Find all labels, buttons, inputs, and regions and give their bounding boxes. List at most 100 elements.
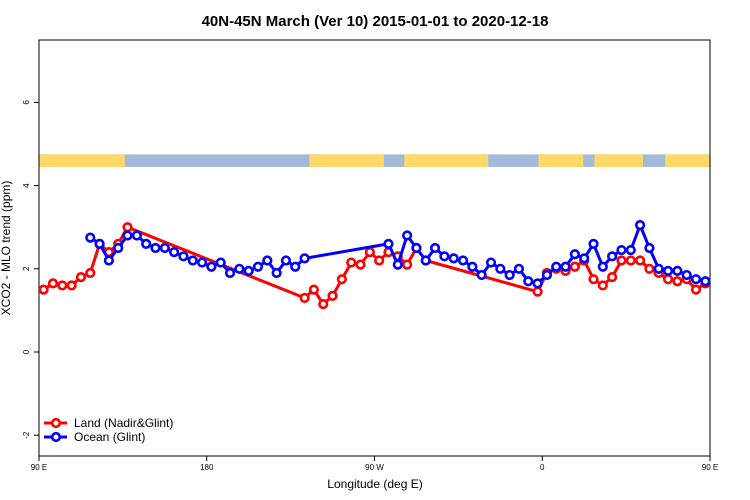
plot-frame [38,39,711,457]
ocean-point [420,255,431,266]
ocean-point [579,253,590,264]
x-axis-label: Longitude (deg E) [327,477,422,491]
land-point [690,284,702,295]
ocean-point [653,263,664,274]
ocean-point [644,242,655,254]
ocean-point [457,255,469,266]
ocean-point [532,278,543,289]
ocean-point [739,234,747,242]
ocean-point [560,261,571,272]
land-band [309,154,384,167]
land-point [122,222,133,233]
x-tick-label: 0 [540,463,545,472]
land-point [672,276,683,287]
ocean-point [103,255,114,266]
ocean-point [224,267,236,279]
land-point [39,284,49,295]
land-point [85,267,96,279]
ocean-point [159,242,170,254]
ocean-point [662,265,674,276]
ocean-point [299,253,310,264]
ocean-point [635,220,646,231]
ocean-point [588,238,599,249]
y-axis: -2 0 2 4 6 [22,100,39,439]
land-point [662,274,674,285]
ocean-point [122,230,133,241]
ocean-point [541,269,553,281]
ocean-point [392,259,403,270]
land-point [729,273,737,281]
y-tick-label: 0 [22,349,31,354]
y-tick-label: 4 [22,183,31,188]
ocean-point [206,261,217,272]
land-band [594,154,643,167]
ocean-point [252,261,264,272]
land-point [308,284,320,295]
land-point [720,282,728,290]
land-point [625,255,636,266]
ocean-point [513,263,525,274]
land-point [57,280,68,291]
land-point [709,281,710,286]
ocean-point [504,269,515,281]
ocean-series [85,220,747,289]
land-point [588,274,599,285]
ocean-point [709,281,710,286]
y-tick-label: -2 [22,431,31,439]
ocean-point [262,255,273,266]
ocean-point [495,263,506,274]
legend-land-marker [50,417,62,429]
land-point [346,257,357,268]
land-point [616,255,627,266]
ocean-point [196,257,208,268]
ocean-point [672,265,683,276]
y-axis-label: XCO2 - MLO trend (ppm) [0,181,13,316]
ocean-point [187,255,198,266]
land-point [402,259,413,270]
x-tick-label: 90 E [31,463,47,472]
land-point [66,280,77,291]
legend-ocean-marker [50,431,62,443]
land-point [327,290,338,301]
ocean-point [681,269,692,281]
land-point [635,255,646,266]
ocean-point [429,242,441,254]
ocean-point [597,261,608,272]
land-point [607,272,618,283]
ocean-point [243,265,254,276]
land-band [39,154,125,167]
ocean-point [523,276,534,287]
y-tick-label: 6 [22,100,31,105]
ocean-point [476,269,487,281]
x-tick-label: 90 E [702,463,718,472]
ocean-point [607,251,618,262]
ocean-point [439,251,450,262]
land-point [364,247,375,258]
land-point [47,278,59,289]
ocean-point [85,232,96,243]
ocean-series-line [89,223,710,285]
ocean-point [411,242,422,254]
ocean-point [729,269,737,277]
x-axis: 90 E 180 90 W 0 90 E [31,456,718,472]
ocean-point [402,230,413,241]
ocean-point [178,251,189,262]
ocean-point [720,271,728,279]
land-point [336,274,347,285]
land-point [569,261,580,272]
land-point [739,269,747,277]
ocean-point [616,244,627,256]
land-point [318,299,329,310]
ocean-point [290,261,301,272]
ocean-point [551,261,562,272]
land-point [597,280,608,291]
land-band [404,154,489,167]
land-band [665,154,710,167]
land-point [75,272,87,283]
ocean-point [569,249,580,260]
ocean-point [271,267,282,279]
ocean-point [234,263,245,274]
ocean-point [625,244,636,256]
ocean-point [690,274,702,285]
ocean-point [169,247,180,258]
